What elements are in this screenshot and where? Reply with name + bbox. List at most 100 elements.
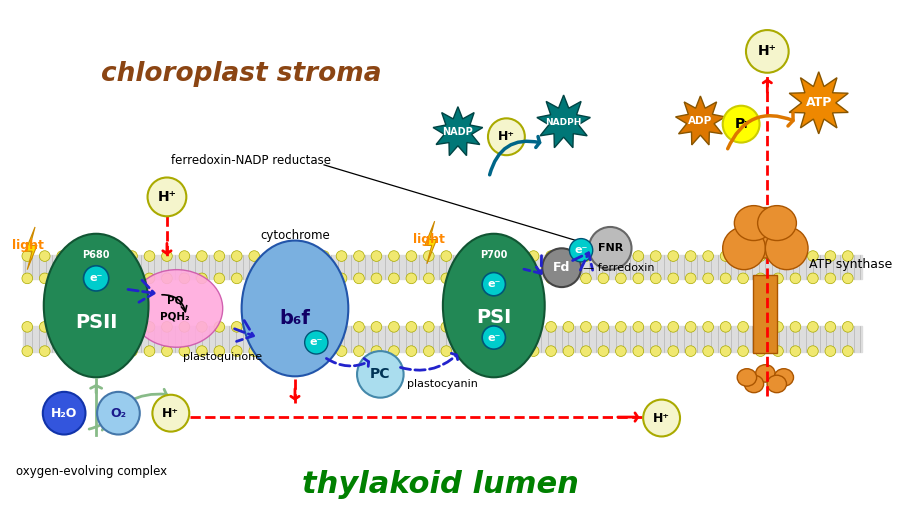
Text: thylakoid lumen: thylakoid lumen [302,471,579,499]
Circle shape [807,273,818,284]
Circle shape [266,251,277,262]
FancyArrowPatch shape [162,295,186,312]
Circle shape [179,251,190,262]
Text: PSI: PSI [476,308,511,327]
Circle shape [319,273,329,284]
Circle shape [162,251,172,262]
Circle shape [357,351,404,398]
Circle shape [598,321,609,332]
Circle shape [790,321,801,332]
Text: NADP: NADP [443,127,473,137]
Circle shape [643,399,680,437]
Circle shape [738,321,748,332]
Circle shape [510,346,521,357]
Circle shape [546,346,557,357]
Circle shape [720,346,731,357]
Text: P680: P680 [82,250,110,260]
Circle shape [773,251,784,262]
Circle shape [22,346,33,357]
Circle shape [232,321,243,332]
Circle shape [790,251,801,262]
Circle shape [354,321,365,332]
Circle shape [74,251,85,262]
Circle shape [179,321,190,332]
Circle shape [214,321,224,332]
Circle shape [668,251,679,262]
Circle shape [476,346,487,357]
Circle shape [825,346,835,357]
Circle shape [459,251,469,262]
Text: H₂O: H₂O [51,407,77,420]
Circle shape [110,321,119,332]
Circle shape [336,251,347,262]
Circle shape [110,251,119,262]
Circle shape [371,251,382,262]
Text: b₆f: b₆f [280,309,310,328]
Text: H⁺: H⁺ [157,190,176,204]
Text: light: light [12,239,43,252]
Circle shape [40,251,50,262]
Text: H⁺: H⁺ [162,407,179,420]
Circle shape [843,251,853,262]
Circle shape [581,346,591,357]
Circle shape [127,251,138,262]
Text: ADP: ADP [689,116,712,126]
Circle shape [581,321,591,332]
Circle shape [825,321,835,332]
Circle shape [424,273,434,284]
Circle shape [74,321,85,332]
Circle shape [74,273,85,284]
Circle shape [57,273,68,284]
Text: plastoquinone: plastoquinone [184,352,262,362]
Circle shape [91,346,102,357]
Text: e⁻: e⁻ [310,337,323,347]
Circle shape [476,321,487,332]
Circle shape [22,273,33,284]
Circle shape [301,321,312,332]
Circle shape [685,346,696,357]
Circle shape [22,321,33,332]
Circle shape [371,273,382,284]
Circle shape [319,321,329,332]
Circle shape [459,346,469,357]
Circle shape [529,251,538,262]
Circle shape [354,251,365,262]
Circle shape [354,346,365,357]
Circle shape [196,273,207,284]
Circle shape [598,273,609,284]
Circle shape [336,273,347,284]
Polygon shape [789,72,848,134]
Circle shape [615,251,626,262]
Ellipse shape [738,369,757,386]
Text: ATP: ATP [805,96,832,109]
Circle shape [305,331,328,354]
Circle shape [720,321,731,332]
Circle shape [441,273,452,284]
Circle shape [406,251,416,262]
Circle shape [668,321,679,332]
Circle shape [284,273,294,284]
Circle shape [546,321,557,332]
Circle shape [529,273,538,284]
Ellipse shape [756,365,775,382]
Ellipse shape [767,375,786,393]
Circle shape [488,118,525,155]
Circle shape [40,273,50,284]
Circle shape [668,346,679,357]
Circle shape [843,321,853,332]
Text: NADPH: NADPH [546,118,582,127]
Circle shape [529,321,538,332]
Circle shape [249,321,260,332]
Polygon shape [675,96,725,145]
Circle shape [424,346,434,357]
Circle shape [144,251,155,262]
Circle shape [284,321,294,332]
Text: oxygen-evolving complex: oxygen-evolving complex [15,465,167,478]
Circle shape [510,321,521,332]
Text: e⁻: e⁻ [487,332,500,343]
Text: H⁺: H⁺ [757,44,776,58]
Circle shape [148,178,186,216]
Circle shape [703,251,713,262]
Circle shape [144,346,155,357]
Circle shape [633,273,643,284]
